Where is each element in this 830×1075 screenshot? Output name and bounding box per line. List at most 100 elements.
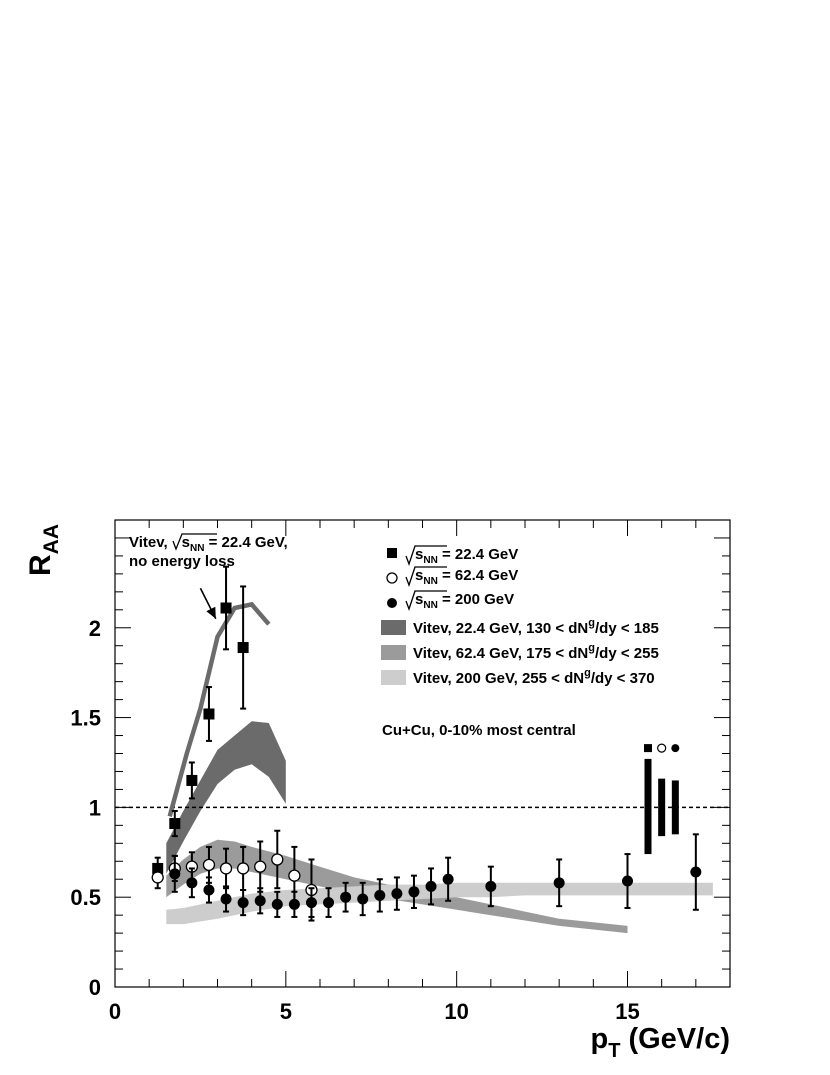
legend-sqrt-22-4 [405, 545, 447, 566]
legend-label-200: sNN = 200 GeV [415, 591, 514, 611]
systematic-marker-62-4 [657, 743, 667, 753]
x-tick-label: 15 [615, 999, 639, 1024]
legend-band-62-4-sup: g [588, 642, 595, 654]
x-axis-title-main: p [590, 1023, 608, 1055]
legend-sub-62-4: NN [423, 576, 437, 587]
y-tick-label: 1 [89, 795, 101, 820]
y-tick-label: 0 [89, 975, 101, 1000]
data-point [237, 642, 249, 654]
x-axis-title-unit: (GeV/c) [620, 1023, 730, 1055]
legend-swatch-band-200 [381, 670, 406, 685]
y-tick-label: 2 [89, 616, 101, 641]
annotation-vitev-line2: no energy loss [129, 553, 235, 570]
data-point [374, 889, 386, 901]
data-point [254, 895, 266, 907]
data-point [220, 602, 232, 614]
legend-label-band-62-4: Vitev, 62.4 GeV, 175 < dNg/dy < 255 [413, 642, 659, 662]
annotation-vitev-sqrt [172, 533, 217, 551]
data-point [169, 868, 181, 880]
annotation-vitev-s: s [182, 534, 190, 551]
data-point [442, 873, 454, 885]
data-point [203, 708, 215, 720]
data-point [288, 898, 300, 910]
legend-sqrt-200 [405, 590, 447, 611]
x-tick-label: 5 [280, 999, 292, 1024]
legend-band-200-sup: g [584, 667, 591, 679]
data-point [305, 897, 317, 909]
data-series [151, 565, 702, 922]
legend: sNN = 22.4 GeV sNN = 62.4 GeV sNN = 200 … [381, 545, 659, 687]
y-axis-title-sub: AA [40, 524, 63, 554]
legend-label-band-22-4: Vitev, 22.4 GeV, 130 < dNg/dy < 185 [413, 617, 659, 637]
x-tick-label: 0 [109, 999, 121, 1024]
legend-sqrt-62-4 [405, 566, 447, 587]
data-point [236, 862, 250, 875]
data-point [323, 897, 335, 909]
data-point [357, 893, 369, 905]
no-energy-loss-curve [167, 601, 271, 817]
data-point [485, 880, 497, 892]
axis-ticks: 0 5 10 15 0 0.5 1 1.5 2 [70, 519, 731, 1024]
legend-suffix-62-4: = 62.4 GeV [438, 567, 518, 584]
data-point [203, 884, 215, 896]
legend-swatch-band-22-4 [381, 620, 406, 635]
legend-marker-22-4 [387, 548, 397, 558]
legend-marker-200 [387, 598, 397, 608]
model-band-0 [166, 721, 286, 874]
x-axis-title-sub: T [608, 1040, 620, 1062]
data-point [408, 886, 420, 898]
legend-band-22-4-sup: g [588, 617, 595, 629]
systematic-bar-200 [671, 780, 679, 835]
data-point [151, 871, 164, 884]
data-point [169, 818, 181, 830]
data-point [690, 866, 702, 878]
data-point [237, 897, 249, 909]
legend-suffix-22-4: = 22.4 GeV [438, 546, 518, 563]
data-point [391, 888, 403, 900]
legend-label-62-4: sNN = 62.4 GeV [415, 567, 518, 587]
systematic-marker-22-4 [644, 744, 652, 753]
data-point [271, 898, 283, 910]
data-point [219, 862, 233, 875]
annotation-vitev-line1: Vitev, sNN = 22.4 GeV, [129, 534, 288, 554]
legend-label-22-4: sNN = 22.4 GeV [415, 546, 518, 566]
data-point [622, 875, 633, 887]
legend-s-200: s [415, 591, 423, 608]
systematic-bar-62-4 [658, 778, 666, 837]
y-axis-title: RAA [24, 524, 63, 576]
legend-band-200-text: Vitev, 200 GeV, 255 < dN [413, 670, 584, 687]
legend-s-62-4: s [415, 567, 423, 584]
series-200 [169, 833, 702, 918]
data-point [220, 893, 232, 905]
legend-label-band-200: Vitev, 200 GeV, 255 < dNg/dy < 370 [413, 667, 655, 687]
model-band-2 [166, 882, 713, 925]
data-point [202, 858, 216, 872]
legend-suffix-200: = 200 GeV [438, 591, 514, 608]
x-tick-label: 10 [444, 999, 468, 1024]
legend-band-62-4-tail: /dy < 255 [595, 645, 659, 662]
legend-marker-62-4 [386, 572, 398, 584]
y-tick-label: 0.5 [70, 885, 101, 910]
systematic-marker-200 [671, 744, 680, 753]
annotation-arrow-head [206, 606, 216, 619]
data-point [186, 774, 198, 786]
data-point [254, 860, 267, 873]
data-point [340, 891, 352, 903]
legend-band-22-4-text: Vitev, 22.4 GeV, 130 < dN [413, 620, 588, 637]
legend-band-62-4-text: Vitev, 62.4 GeV, 175 < dN [413, 645, 588, 662]
y-axis-title-main: R [24, 554, 57, 576]
data-point [186, 877, 198, 889]
systematic-bar-22-4 [644, 758, 652, 855]
data-point [425, 880, 437, 892]
data-point [271, 853, 284, 866]
series-22-4 [152, 565, 249, 881]
legend-band-22-4-tail: /dy < 185 [595, 620, 659, 637]
data-point [288, 869, 301, 882]
legend-swatch-band-62-4 [381, 645, 406, 660]
y-tick-label: 1.5 [70, 706, 101, 731]
legend-band-200-tail: /dy < 370 [591, 670, 655, 687]
systematic-bars [644, 743, 680, 855]
legend-sub-200: NN [423, 600, 437, 611]
data-point [553, 877, 565, 889]
